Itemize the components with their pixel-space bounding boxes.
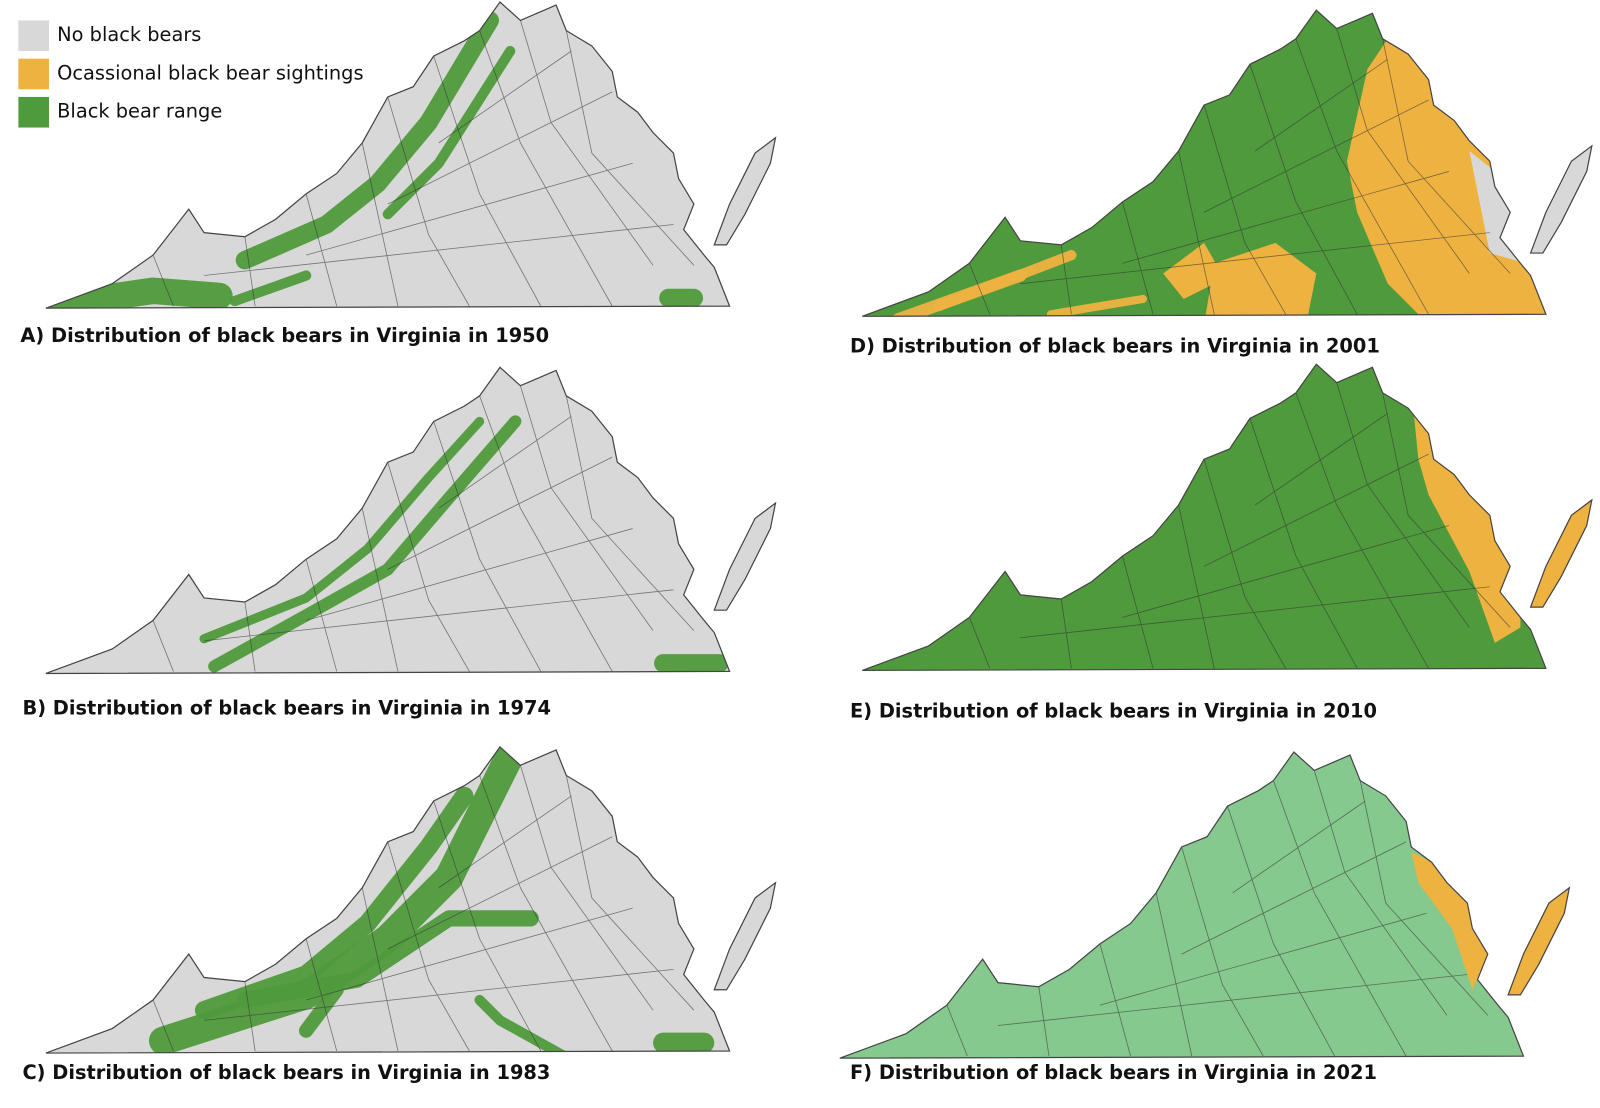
map-panel — [862, 363, 1593, 672]
legend-label: Black bear range — [57, 100, 222, 123]
range-band — [235, 11, 499, 270]
range-overlay — [946, 770, 1570, 1057]
range-band — [236, 910, 539, 1009]
panel-caption: C) Distribution of black bears in Virgin… — [22, 1061, 550, 1084]
legend-label: Ocassional black bear sightings — [57, 61, 363, 84]
state-outline — [45, 366, 777, 675]
range-band — [1046, 294, 1147, 317]
state-fill — [839, 752, 1570, 1059]
panel-caption: B) Distribution of black bears in Virgin… — [22, 697, 551, 720]
map-panel — [45, 746, 777, 1054]
panel-caption: D) Distribution of black bears in Virgin… — [850, 334, 1380, 357]
range-band — [229, 270, 312, 307]
legend-swatch — [18, 58, 49, 90]
county-lines — [946, 770, 1489, 1057]
range-overlay — [45, 11, 704, 309]
county-lines — [152, 765, 695, 1052]
panel-caption: A) Distribution of black bears in Virgin… — [20, 324, 549, 347]
range-band — [474, 994, 597, 1054]
state-outline — [862, 363, 1593, 672]
range-band — [382, 45, 516, 220]
content: No black bears Ocassional black bear sigh… — [18, 1, 1593, 1084]
range-area — [1413, 408, 1521, 643]
range-band — [199, 416, 485, 644]
range-overlay — [152, 385, 729, 673]
range-area — [1530, 499, 1592, 608]
state-outline — [839, 751, 1571, 1059]
legend-swatch — [18, 20, 49, 52]
range-area — [1508, 887, 1570, 995]
range-band — [298, 982, 344, 1038]
range-overlay — [891, 28, 1592, 317]
legend-label: No black bears — [57, 23, 201, 46]
panel-caption: E) Distribution of black bears in Virgin… — [850, 700, 1377, 723]
map-panel — [45, 366, 777, 675]
range-band — [933, 249, 1077, 312]
range-overlay — [969, 382, 1592, 669]
range-area — [1530, 145, 1592, 254]
state-fill — [45, 367, 776, 674]
state-outline — [862, 9, 1593, 317]
map-panel — [862, 9, 1593, 317]
range-area — [1204, 242, 1317, 317]
range-overlay — [148, 746, 715, 1054]
range-band — [148, 746, 525, 1054]
state-outline — [45, 746, 777, 1054]
legend-swatch — [18, 96, 49, 128]
range-band — [45, 277, 233, 309]
county-lines — [152, 385, 695, 672]
range-area — [1411, 852, 1488, 990]
county-lines — [152, 20, 695, 307]
panel-caption: F) Distribution of black bears in Virgin… — [850, 1061, 1377, 1084]
range-band — [194, 786, 474, 1020]
county-lines — [969, 28, 1511, 315]
map-panel — [839, 751, 1571, 1059]
state-fill — [862, 364, 1592, 671]
range-area — [1163, 242, 1225, 299]
county-lines — [969, 382, 1511, 669]
state-outline — [45, 1, 777, 309]
map-panel — [45, 1, 777, 309]
